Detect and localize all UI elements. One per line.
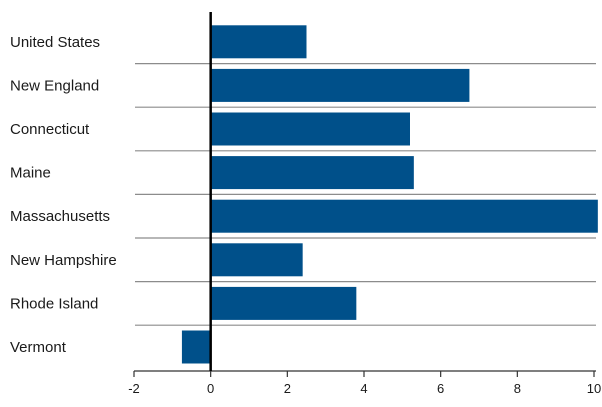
row-separators <box>135 62 596 326</box>
bars <box>181 25 598 364</box>
bar-vermont <box>181 330 211 364</box>
category-label: Maine <box>10 165 51 182</box>
x-tick-label: 0 <box>207 381 214 396</box>
category-label: Vermont <box>10 339 67 356</box>
bar-maine <box>210 156 414 190</box>
x-tick-label: 6 <box>437 381 444 396</box>
x-tick-label: 8 <box>514 381 521 396</box>
x-tick-label: 10 <box>587 381 601 396</box>
category-label: Massachusetts <box>10 208 110 225</box>
category-label: New England <box>10 77 99 94</box>
bar-new-england <box>210 68 470 102</box>
bar-united-states <box>210 25 307 59</box>
x-axis: -2 0 2 4 6 8 10 <box>128 370 601 396</box>
bar-connecticut <box>210 112 410 146</box>
bar-new-hampshire <box>210 243 303 277</box>
category-labels: United States New England Connecticut Maine… <box>10 34 117 356</box>
bar-rhode-island <box>210 286 357 320</box>
bar-massachusetts <box>210 199 598 233</box>
category-label: United States <box>10 34 100 51</box>
category-label: Connecticut <box>10 121 90 138</box>
x-tick-label: -2 <box>128 381 140 396</box>
category-label: Rhode Island <box>10 295 98 312</box>
x-tick-label: 2 <box>284 381 291 396</box>
category-label: New Hampshire <box>10 252 117 269</box>
x-tick-label: 4 <box>360 381 367 396</box>
